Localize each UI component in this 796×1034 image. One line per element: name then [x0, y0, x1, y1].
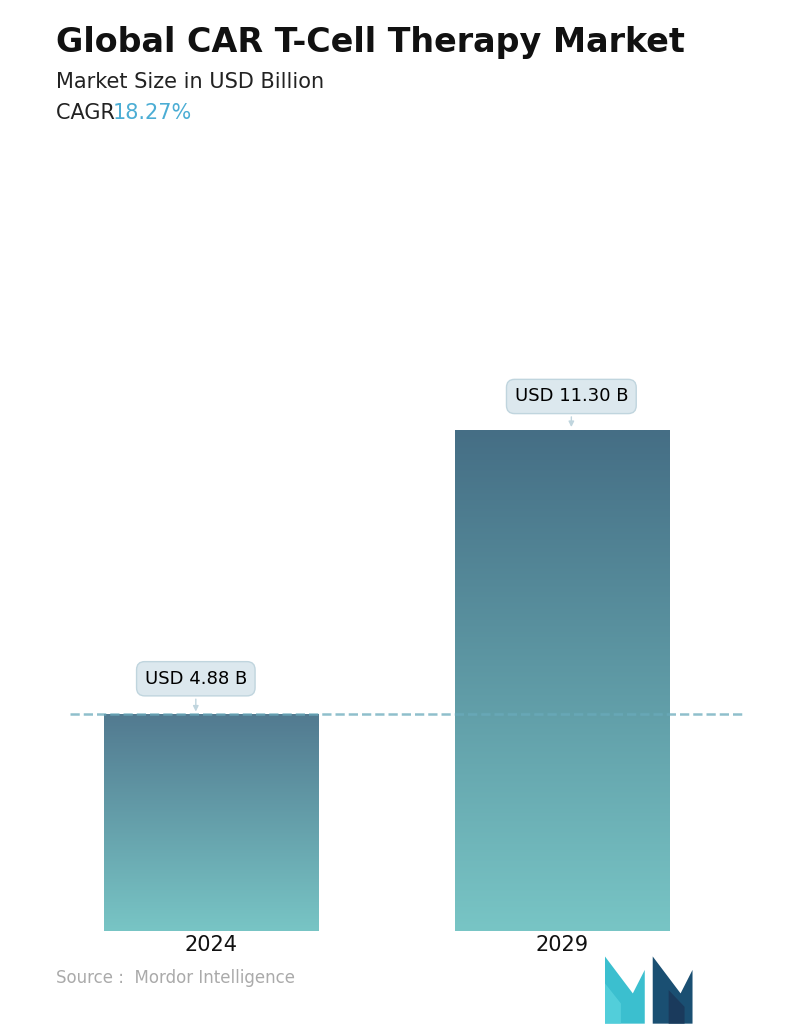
Polygon shape [605, 983, 621, 1024]
Text: Market Size in USD Billion: Market Size in USD Billion [56, 72, 324, 92]
Text: USD 11.30 B: USD 11.30 B [514, 388, 628, 426]
Polygon shape [605, 956, 645, 1024]
Text: Source :  Mordor Intelligence: Source : Mordor Intelligence [56, 970, 295, 987]
Polygon shape [669, 991, 685, 1024]
Text: Global CAR T-Cell Therapy Market: Global CAR T-Cell Therapy Market [56, 26, 685, 59]
Text: USD 4.88 B: USD 4.88 B [145, 670, 247, 710]
Text: CAGR: CAGR [56, 103, 128, 123]
Polygon shape [653, 956, 693, 1024]
Text: 18.27%: 18.27% [113, 103, 193, 123]
